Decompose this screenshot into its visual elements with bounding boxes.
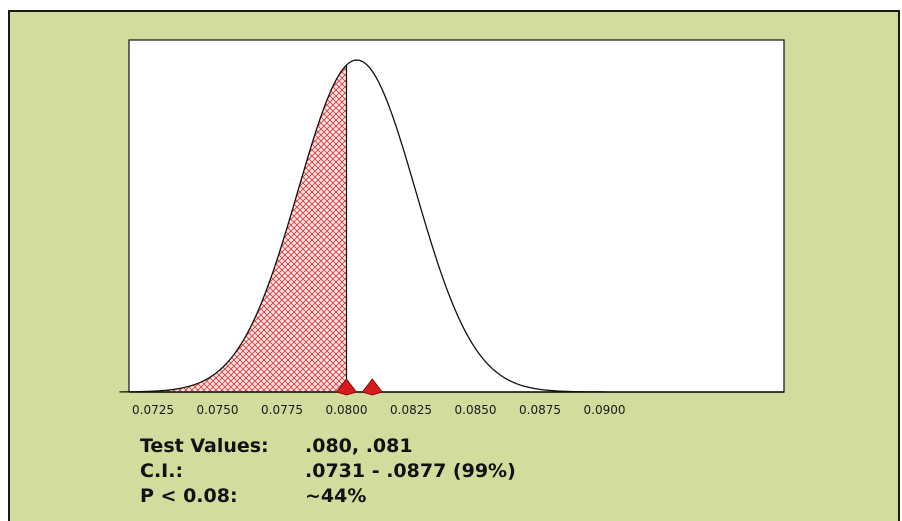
x-tick-label: 0.0800 [326,403,368,417]
stat-value: .080, .081 [305,435,413,457]
stat-value: ~44% [305,485,367,507]
x-tick-label: 0.0825 [390,403,432,417]
stat-label: C.I.: [140,460,184,482]
plot-area [128,39,785,393]
stats-panel: Test Values: .080, .081 C.I.: .0731 - .0… [140,434,516,509]
stat-label: Test Values: [140,435,269,457]
x-tick-label: 0.0875 [519,403,561,417]
x-tick-label: 0.0850 [455,403,497,417]
x-tick-label: 0.0725 [132,403,174,417]
x-tick-label: 0.0750 [197,403,239,417]
test-value-marker [335,378,358,396]
shaded-region [119,65,347,392]
stat-value: .0731 - .0877 (99%) [305,460,516,482]
stat-row-ci: C.I.: .0731 - .0877 (99%) [140,459,516,484]
x-tick-label: 0.0900 [584,403,626,417]
stat-row-test-values: Test Values: .080, .081 [140,434,516,459]
stat-label: P < 0.08: [140,485,238,507]
stat-row-p: P < 0.08: ~44% [140,484,516,509]
test-value-marker [361,378,383,396]
x-tick-label: 0.0775 [261,403,303,417]
density-curve [119,59,605,393]
